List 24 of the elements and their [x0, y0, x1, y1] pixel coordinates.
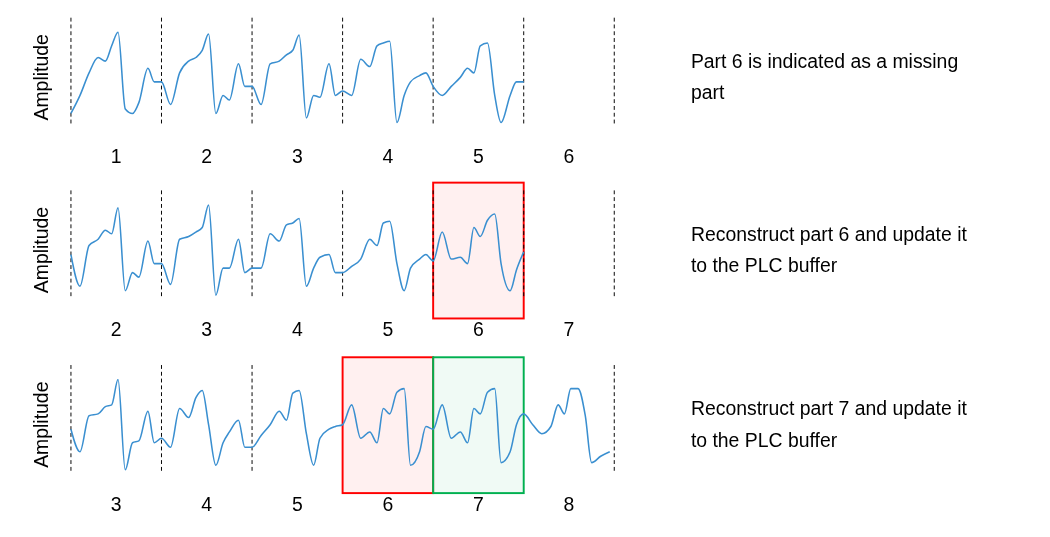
x-tick-label: 2 [110, 317, 122, 340]
x-tick-label: 3 [291, 145, 303, 168]
x-tick-label: 3 [110, 492, 122, 515]
x-tick-label: 4 [382, 145, 394, 168]
x-tick-label: 2 [201, 145, 213, 168]
x-tick-label: 5 [473, 145, 484, 168]
x-tick-label: 7 [563, 317, 575, 340]
x-tick-label: 6 [563, 145, 575, 168]
x-tick-label: 7 [473, 492, 484, 515]
text: Reconstruct part 7 and update it to the PLC buffer [690, 397, 968, 451]
x-tick-label: 4 [201, 492, 213, 515]
text: Part 6 is indicated as a missing part [690, 50, 959, 104]
text: Reconstruct part 6 and update it to the PLC buffer [690, 222, 968, 276]
x-tick-label: 8 [563, 492, 575, 515]
x-tick-label: 6 [473, 317, 484, 340]
y-axis-title: Amplitude [29, 206, 52, 294]
x-tick-label: 1 [110, 145, 122, 168]
x-tick-label: 3 [201, 317, 213, 340]
y-axis-title: Amplitude [29, 381, 52, 468]
y-axis-title: Amplitude [29, 34, 52, 121]
x-tick-label: 6 [382, 492, 394, 515]
x-tick-label: 4 [291, 317, 303, 340]
x-tick-label: 5 [291, 492, 303, 515]
x-tick-label: 5 [382, 317, 394, 340]
